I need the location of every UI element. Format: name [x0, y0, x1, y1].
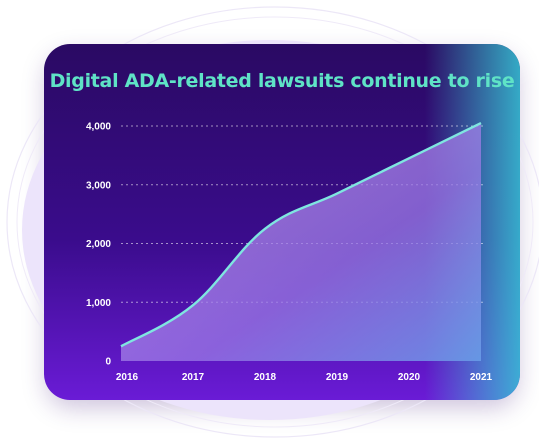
x-tick-label: 2020 [398, 372, 421, 383]
x-tick-label: 2018 [254, 372, 277, 383]
y-axis-ticks: 0 1,000 2,000 3,000 4,000 [86, 122, 111, 368]
y-tick-label: 4,000 [86, 122, 111, 133]
y-tick-label: 1,000 [86, 298, 111, 309]
series-area [121, 123, 481, 361]
x-tick-label: 2019 [326, 372, 349, 383]
decorative-ring-inner [16, 16, 534, 428]
y-tick-label: 3,000 [86, 180, 111, 191]
x-axis-ticks: 2016 2017 2018 2019 2020 2021 [116, 372, 493, 383]
x-tick-label: 2016 [116, 372, 139, 383]
decorative-ring-outer [6, 6, 539, 438]
x-tick-label: 2021 [470, 372, 493, 383]
y-tick-label: 2,000 [86, 239, 111, 250]
series-line [120, 121, 482, 348]
y-tick-label: 0 [105, 357, 111, 368]
x-tick-label: 2017 [182, 372, 205, 383]
chart-title: Digital ADA-related lawsuits continue to… [49, 70, 515, 92]
plot-area [120, 121, 482, 361]
